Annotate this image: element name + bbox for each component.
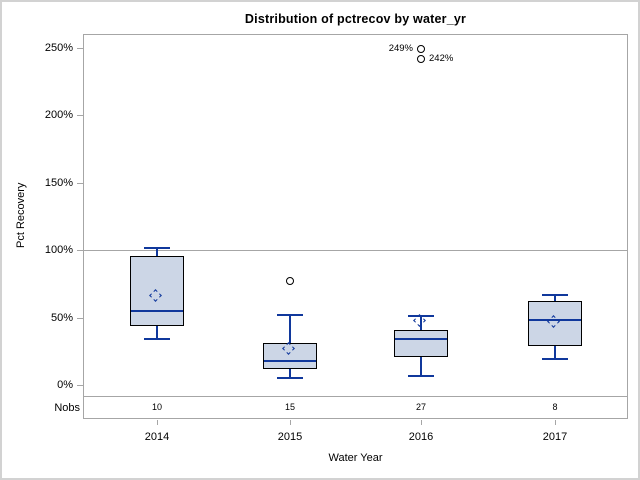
nobs-value: 15	[284, 402, 295, 412]
box-rect	[528, 301, 582, 346]
nobs-separator-line	[84, 396, 627, 397]
median-line	[131, 309, 183, 312]
y-tick-label: 0%	[57, 379, 73, 391]
whisker-cap-top	[144, 246, 170, 249]
y-tick-label: 50%	[50, 311, 73, 324]
x-tick-label: 2017	[542, 431, 568, 443]
whisker-cap-top	[408, 315, 434, 318]
x-axis-title: Water Year	[328, 452, 383, 464]
box-rect	[394, 329, 448, 357]
y-tick-label: 100%	[44, 244, 73, 257]
y-tick-mark	[77, 250, 83, 252]
whisker-cap-bottom	[408, 374, 434, 377]
x-tick-mark	[290, 420, 291, 425]
x-tick-label: 2016	[408, 431, 434, 443]
nobs-row-label: Nobs	[54, 402, 80, 414]
whisker-cap-bottom	[277, 377, 303, 380]
median-line	[264, 359, 316, 362]
chart-title: Distribution of pctrecov by water_yr	[244, 12, 467, 26]
x-tick-mark	[157, 420, 158, 425]
y-tick-mark	[77, 48, 83, 49]
box-rect	[263, 343, 317, 369]
x-tick-mark	[555, 420, 556, 425]
whisker-cap-bottom	[144, 338, 170, 341]
nobs-value: 8	[552, 402, 558, 412]
x-tick-label: 2015	[277, 431, 303, 443]
nobs-value: 10	[151, 402, 162, 412]
whisker-cap-top	[277, 313, 303, 316]
outlier-label: 242%	[429, 52, 454, 64]
plot-area-frame	[83, 34, 628, 419]
box-rect	[130, 255, 184, 326]
y-tick-mark	[77, 385, 83, 386]
y-tick-mark	[77, 182, 83, 184]
whisker-cap-top	[542, 293, 568, 296]
x-tick-label: 2014	[144, 431, 170, 443]
outlier-label: 249%	[388, 43, 413, 55]
reference-line-100pct	[84, 250, 627, 252]
outlier-point	[417, 45, 425, 54]
median-line	[395, 338, 447, 341]
y-tick-label: 200%	[44, 109, 73, 122]
y-tick-label: 250%	[44, 42, 73, 54]
y-tick-label: 150%	[44, 176, 73, 189]
outlier-point	[286, 277, 294, 286]
x-tick-mark	[421, 420, 422, 425]
y-tick-mark	[77, 115, 83, 117]
nobs-value: 27	[415, 402, 426, 412]
outlier-point	[417, 54, 425, 63]
y-tick-mark	[77, 317, 83, 319]
median-line	[529, 319, 581, 322]
whisker-cap-bottom	[542, 358, 568, 361]
